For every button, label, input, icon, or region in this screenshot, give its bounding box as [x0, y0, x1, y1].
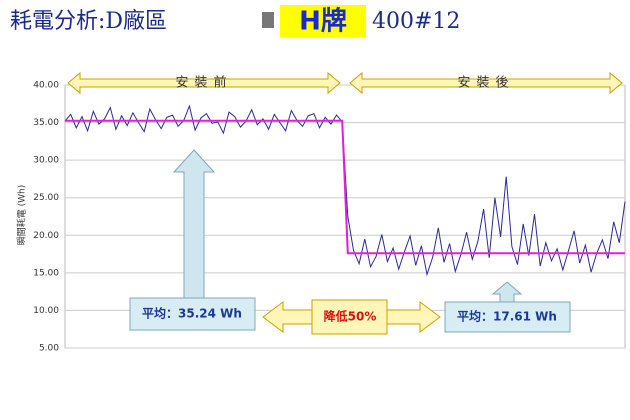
series-line: [65, 119, 625, 255]
title: 耗電分析:D廠區: [10, 9, 167, 34]
y-tick-label: 30.00: [33, 156, 59, 166]
annotation: 平均：17.61 Wh: [457, 309, 557, 324]
box: [444, 301, 571, 333]
y-tick-label: 15.00: [33, 268, 59, 278]
y-tick-label: 35.00: [33, 118, 59, 128]
annotation: 平均：35.24 Wh: [142, 306, 242, 321]
icon: [262, 12, 274, 28]
annotation: 降低50%: [324, 309, 377, 324]
annotation: 安裝前: [175, 75, 232, 91]
arrow: [67, 71, 341, 95]
arrow: [349, 71, 623, 95]
y-tick-label: 5.00: [39, 344, 59, 354]
y-tick-label: 20.00: [33, 231, 59, 241]
y-tick-label: 10.00: [33, 306, 59, 316]
model: 400#12: [372, 9, 460, 34]
arrow-up: [491, 281, 523, 303]
annotation: 安裝後: [457, 76, 514, 91]
box: [129, 297, 256, 331]
highlight: [280, 5, 366, 37]
brand: H牌: [299, 6, 347, 37]
y-tick-label: 40.00: [33, 81, 59, 91]
arrow-up: [172, 149, 216, 299]
y-label: 瞬間耗電 (Wh): [16, 185, 28, 246]
y-tick-label: 25.00: [33, 193, 59, 203]
box: [311, 299, 388, 335]
